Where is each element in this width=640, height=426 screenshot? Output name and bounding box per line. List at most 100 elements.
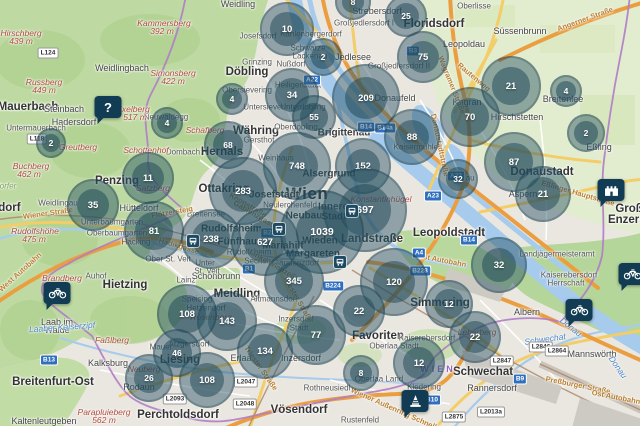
cluster-count: 8 <box>358 368 364 378</box>
cluster-circle <box>556 81 576 101</box>
cluster-count: 697 <box>356 204 374 216</box>
cluster-marker[interactable]: 748 <box>263 132 331 200</box>
cluster-marker[interactable]: 68 <box>204 121 252 169</box>
cluster-marker[interactable]: 21 <box>515 166 571 222</box>
cluster-marker[interactable]: 134 <box>237 323 293 379</box>
cluster-circle <box>341 0 365 14</box>
cluster-circle <box>481 247 517 283</box>
cluster-marker[interactable]: 35 <box>67 179 119 231</box>
cluster-marker[interactable]: 32 <box>438 159 478 199</box>
cluster-marker[interactable]: 108 <box>179 352 235 408</box>
cluster-marker[interactable]: 11 <box>122 152 174 204</box>
cluster-marker[interactable]: 2 <box>304 38 342 76</box>
road-shield: B9 <box>512 373 528 385</box>
cluster-marker[interactable]: 4 <box>216 83 248 115</box>
cluster-marker[interactable]: 283 <box>209 157 277 225</box>
road-shield: B224 <box>322 280 344 292</box>
cluster-count: 75 <box>417 51 429 63</box>
bicycle-marker[interactable] <box>43 282 71 310</box>
cluster-count: 26 <box>144 373 154 383</box>
cluster-marker[interactable]: 25 <box>385 0 427 37</box>
cluster-count: 21 <box>537 188 549 200</box>
cluster-count: 120 <box>386 276 402 288</box>
cluster-circle <box>492 67 530 105</box>
cluster-count: 345 <box>286 275 302 287</box>
cluster-count: 134 <box>257 345 273 357</box>
cluster-count: 35 <box>87 199 99 211</box>
cluster-circle <box>162 338 192 368</box>
cluster-marker[interactable]: 21 <box>481 56 541 116</box>
cluster-circle <box>213 130 243 160</box>
cluster-count: 152 <box>355 160 371 172</box>
cluster-count: 87 <box>508 156 520 168</box>
bus-stop-icon[interactable] <box>346 205 358 217</box>
cluster-count: 81 <box>148 225 160 237</box>
road-shield: B14 <box>460 234 478 246</box>
cluster-circle <box>342 294 376 328</box>
cluster-count: 34 <box>286 89 298 101</box>
road-shield: L124 <box>37 47 59 59</box>
cluster-circle <box>76 188 110 222</box>
cluster-count: 1039 <box>310 226 334 238</box>
cluster-marker[interactable]: 12 <box>393 337 445 389</box>
cluster-circle <box>344 76 388 120</box>
cluster-marker[interactable]: 55 <box>292 95 336 139</box>
cluster-marker[interactable]: 209 <box>332 64 400 132</box>
question-marker[interactable]: ? <box>94 96 122 124</box>
cluster-marker[interactable]: 2 <box>36 128 66 158</box>
road-shield: B14a <box>374 122 396 134</box>
road-shield: L2048 <box>232 398 258 410</box>
cluster-circle <box>222 89 242 109</box>
cluster-circle <box>157 113 177 133</box>
cluster-circle <box>295 205 349 259</box>
cluster-marker[interactable]: 75 <box>397 31 449 83</box>
cluster-count: 21 <box>505 80 517 92</box>
cluster-marker[interactable]: 8 <box>343 355 379 391</box>
cluster-marker[interactable]: 2 <box>567 114 605 152</box>
bicycle-marker[interactable] <box>618 263 640 291</box>
cluster-marker[interactable]: 1039 <box>280 190 364 274</box>
road-shield: L2847 <box>489 355 515 367</box>
road-shield: A4 <box>411 247 427 259</box>
cluster-count: 4 <box>164 118 170 128</box>
cluster-marker[interactable]: 120 <box>360 248 428 316</box>
cluster-marker[interactable]: 26 <box>125 354 173 402</box>
road-shield: B1 <box>241 263 257 275</box>
cluster-circle <box>221 169 265 213</box>
cluster-marker[interactable]: 32 <box>471 237 527 293</box>
cluster-marker[interactable]: 81 <box>124 201 184 261</box>
cluster-circle <box>41 133 61 153</box>
bicycle-icon <box>48 288 66 299</box>
cluster-count: 88 <box>406 131 418 143</box>
cluster-marker[interactable]: 8 <box>335 0 371 20</box>
cluster-marker[interactable]: 4 <box>151 107 183 139</box>
cluster-marker[interactable]: 10 <box>260 2 314 56</box>
bus-stop-icon[interactable] <box>187 235 199 247</box>
bicycle-icon <box>623 269 640 280</box>
cluster-marker[interactable]: 108 <box>157 284 217 344</box>
bicycle-marker[interactable] <box>565 299 593 327</box>
cluster-circle <box>275 262 313 300</box>
cluster-marker[interactable]: 77 <box>286 305 346 365</box>
cluster-count: 2 <box>583 128 589 138</box>
traffic-cone-icon <box>409 395 421 407</box>
cluster-marker[interactable]: 345 <box>264 251 324 311</box>
bus-icon <box>275 225 283 233</box>
cluster-circle <box>406 40 440 74</box>
bus-stop-icon[interactable] <box>273 223 285 235</box>
castle-marker[interactable] <box>597 179 625 207</box>
cluster-marker[interactable]: 22 <box>449 311 501 363</box>
cluster-marker[interactable]: 88 <box>384 109 440 165</box>
cluster-marker[interactable]: 143 <box>197 291 257 351</box>
bus-stop-icon[interactable] <box>334 256 346 268</box>
cluster-count: 627 <box>257 236 273 248</box>
cluster-marker[interactable]: 70 <box>440 87 500 147</box>
cluster-circle <box>208 302 246 340</box>
cluster-count: 68 <box>223 140 233 150</box>
cluster-marker[interactable]: 22 <box>333 285 385 337</box>
cluster-marker[interactable]: 4 <box>550 75 582 107</box>
cluster-marker[interactable]: 12 <box>425 280 473 328</box>
cluster-count: 4 <box>563 86 569 96</box>
cone-marker[interactable] <box>401 390 429 418</box>
